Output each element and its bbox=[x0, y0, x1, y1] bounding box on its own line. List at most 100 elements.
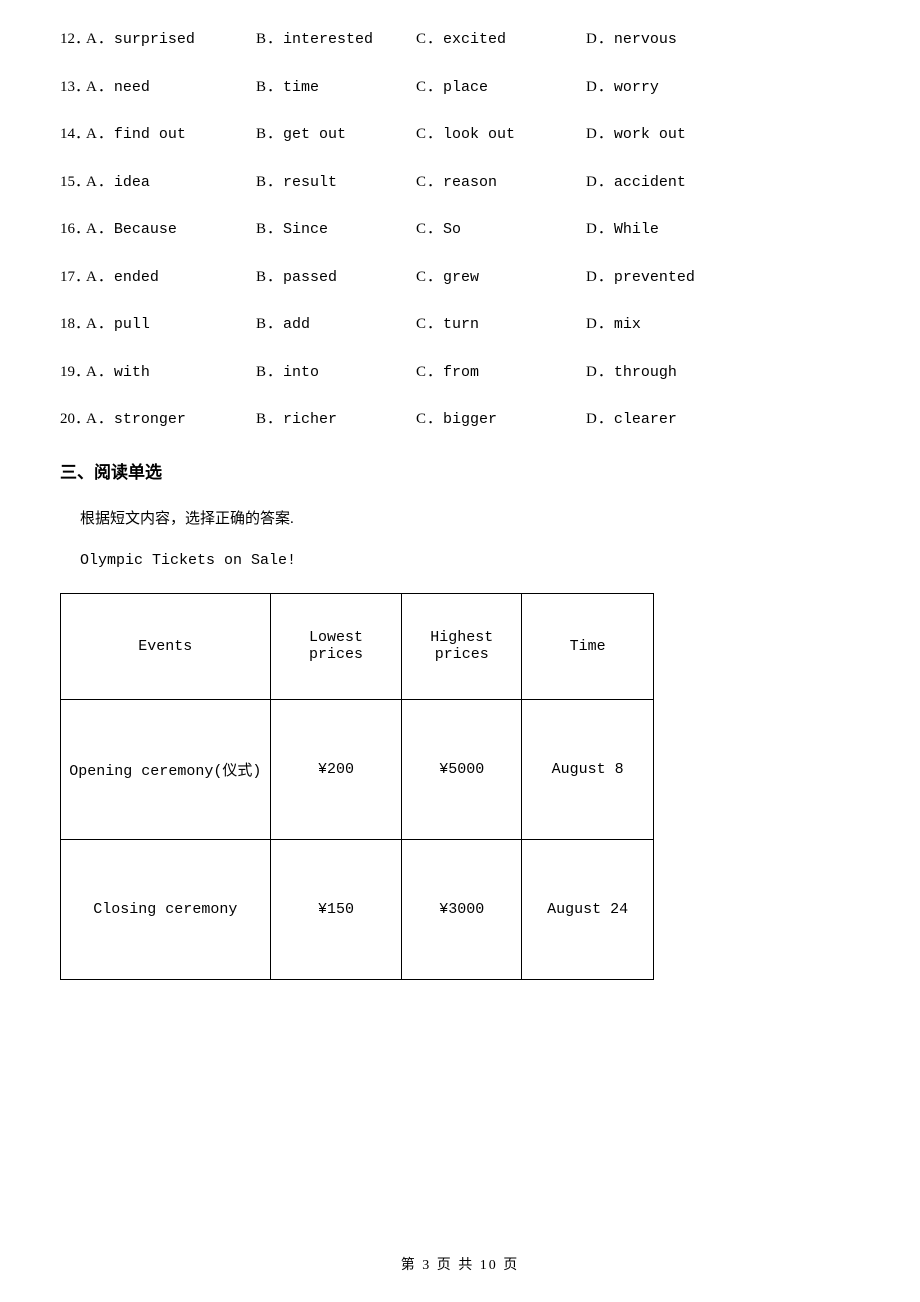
question-number: 13． bbox=[60, 78, 86, 98]
choice-option[interactable]: C．place bbox=[416, 78, 586, 98]
choice-text: look out bbox=[443, 125, 515, 145]
choice-option[interactable]: D．While bbox=[586, 220, 860, 240]
cell-event: Closing ceremony bbox=[61, 839, 271, 979]
col-header-events: Events bbox=[61, 593, 271, 699]
choice-option[interactable]: A．surprised bbox=[86, 30, 256, 50]
choice-text: find out bbox=[114, 125, 186, 145]
choice-option[interactable]: C．excited bbox=[416, 30, 586, 50]
choice-option[interactable]: B．get out bbox=[256, 125, 416, 145]
choices-container: A．surprisedB．interestedC．excitedD．nervou… bbox=[86, 30, 860, 50]
question-number: 12． bbox=[60, 30, 86, 50]
choice-text: get out bbox=[283, 125, 346, 145]
choice-option[interactable]: A．ended bbox=[86, 268, 256, 288]
col-header-lowest: Lowest prices bbox=[270, 593, 402, 699]
choice-text: accident bbox=[614, 173, 686, 193]
choice-text: grew bbox=[443, 268, 479, 288]
question-row: 14．A．find outB．get outC．look outD．work o… bbox=[60, 125, 860, 145]
cell-lowest-price: ¥150 bbox=[270, 839, 402, 979]
choice-option[interactable]: B．interested bbox=[256, 30, 416, 50]
cell-highest-price: ¥3000 bbox=[402, 839, 522, 979]
choice-letter: C． bbox=[416, 173, 443, 193]
choice-text: into bbox=[283, 363, 319, 383]
choice-option[interactable]: D．work out bbox=[586, 125, 860, 145]
choice-letter: C． bbox=[416, 363, 443, 383]
choice-text: passed bbox=[283, 268, 337, 288]
choice-letter: C． bbox=[416, 125, 443, 145]
choice-option[interactable]: A．with bbox=[86, 363, 256, 383]
question-number: 18． bbox=[60, 315, 86, 335]
choice-text: prevented bbox=[614, 268, 695, 288]
choice-option[interactable]: D．clearer bbox=[586, 410, 860, 430]
table-row: Closing ceremony¥150¥3000August 24 bbox=[61, 839, 654, 979]
choice-option[interactable]: D．prevented bbox=[586, 268, 860, 288]
choices-container: A．ideaB．resultC．reasonD．accident bbox=[86, 173, 860, 193]
choice-letter: D． bbox=[586, 173, 614, 193]
choice-option[interactable]: C．look out bbox=[416, 125, 586, 145]
choice-option[interactable]: B．Since bbox=[256, 220, 416, 240]
table-row: Opening ceremony(仪式)¥200¥5000August 8 bbox=[61, 699, 654, 839]
choice-letter: A． bbox=[86, 268, 114, 288]
choice-option[interactable]: C．bigger bbox=[416, 410, 586, 430]
choice-letter: D． bbox=[586, 125, 614, 145]
choice-option[interactable]: A．find out bbox=[86, 125, 256, 145]
choice-option[interactable]: C．grew bbox=[416, 268, 586, 288]
choices-container: A．strongerB．richerC．biggerD．clearer bbox=[86, 410, 860, 430]
choice-text: time bbox=[283, 78, 319, 98]
choice-text: pull bbox=[114, 315, 150, 335]
choice-letter: B． bbox=[256, 220, 283, 240]
choice-letter: B． bbox=[256, 410, 283, 430]
choice-text: worry bbox=[614, 78, 659, 98]
choice-option[interactable]: A．stronger bbox=[86, 410, 256, 430]
choice-text: reason bbox=[443, 173, 497, 193]
cell-event: Opening ceremony(仪式) bbox=[61, 699, 271, 839]
choice-option[interactable]: A．pull bbox=[86, 315, 256, 335]
choice-option[interactable]: D．worry bbox=[586, 78, 860, 98]
choice-letter: C． bbox=[416, 315, 443, 335]
choice-letter: D． bbox=[586, 30, 614, 50]
choice-option[interactable]: B．richer bbox=[256, 410, 416, 430]
choice-letter: B． bbox=[256, 363, 283, 383]
question-list: 12．A．surprisedB．interestedC．excitedD．ner… bbox=[60, 30, 860, 430]
choice-option[interactable]: C．So bbox=[416, 220, 586, 240]
choice-option[interactable]: C．from bbox=[416, 363, 586, 383]
choice-option[interactable]: B．add bbox=[256, 315, 416, 335]
choice-text: add bbox=[283, 315, 310, 335]
page: 12．A．surprisedB．interestedC．excitedD．ner… bbox=[0, 0, 920, 1302]
question-row: 16．A．BecauseB．SinceC．SoD．While bbox=[60, 220, 860, 240]
choice-option[interactable]: B．into bbox=[256, 363, 416, 383]
choice-text: interested bbox=[283, 30, 373, 50]
col-header-time: Time bbox=[522, 593, 654, 699]
choice-option[interactable]: D．through bbox=[586, 363, 860, 383]
choice-text: surprised bbox=[114, 30, 195, 50]
choice-letter: D． bbox=[586, 410, 614, 430]
choice-letter: A． bbox=[86, 220, 114, 240]
choice-letter: D． bbox=[586, 268, 614, 288]
choice-option[interactable]: A．Because bbox=[86, 220, 256, 240]
table-header-row: Events Lowest prices Highest prices Time bbox=[61, 593, 654, 699]
choice-option[interactable]: A．idea bbox=[86, 173, 256, 193]
choice-text: So bbox=[443, 220, 461, 240]
choice-text: excited bbox=[443, 30, 506, 50]
choice-option[interactable]: D．nervous bbox=[586, 30, 860, 50]
cell-lowest-price: ¥200 bbox=[270, 699, 402, 839]
choice-option[interactable]: B．passed bbox=[256, 268, 416, 288]
choice-letter: B． bbox=[256, 125, 283, 145]
choice-option[interactable]: C．reason bbox=[416, 173, 586, 193]
choice-letter: C． bbox=[416, 268, 443, 288]
choices-container: A．find outB．get outC．look outD．work out bbox=[86, 125, 860, 145]
choice-letter: C． bbox=[416, 220, 443, 240]
choice-option[interactable]: C．turn bbox=[416, 315, 586, 335]
choice-letter: B． bbox=[256, 173, 283, 193]
question-row: 15．A．ideaB．resultC．reasonD．accident bbox=[60, 173, 860, 193]
choice-text: from bbox=[443, 363, 479, 383]
choice-option[interactable]: D．mix bbox=[586, 315, 860, 335]
choice-option[interactable]: B．result bbox=[256, 173, 416, 193]
choice-option[interactable]: B．time bbox=[256, 78, 416, 98]
choice-text: nervous bbox=[614, 30, 677, 50]
ticket-table: Events Lowest prices Highest prices Time… bbox=[60, 593, 654, 980]
choice-text: richer bbox=[283, 410, 337, 430]
choice-text: Because bbox=[114, 220, 177, 240]
choice-option[interactable]: D．accident bbox=[586, 173, 860, 193]
choice-text: work out bbox=[614, 125, 686, 145]
choice-option[interactable]: A．need bbox=[86, 78, 256, 98]
